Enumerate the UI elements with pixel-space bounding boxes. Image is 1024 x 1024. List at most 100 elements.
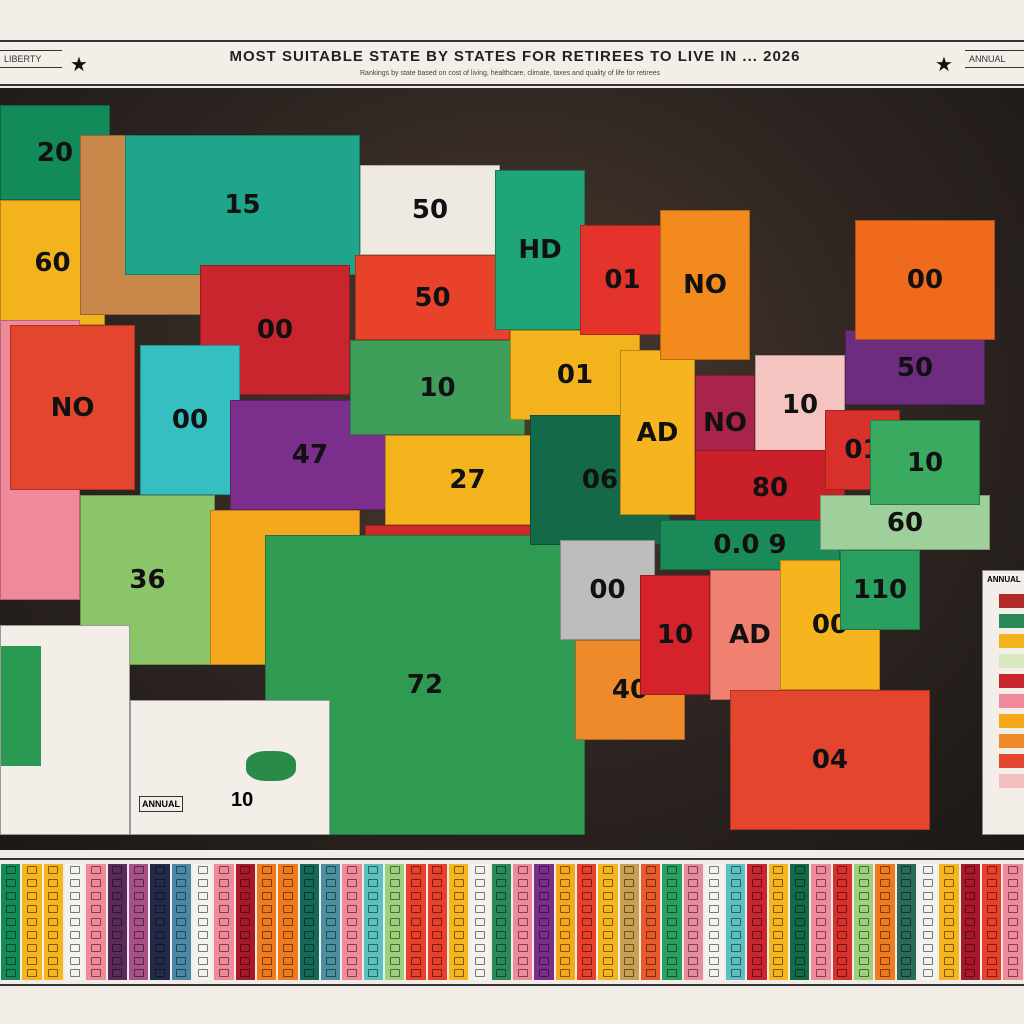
state-fl[interactable]: 04 bbox=[730, 690, 930, 830]
state-rank-label: 50 bbox=[414, 282, 451, 313]
box-icon bbox=[90, 866, 101, 875]
box-icon bbox=[453, 930, 464, 939]
box-icon bbox=[346, 879, 357, 888]
state-pa[interactable]: 50 bbox=[845, 330, 985, 405]
state-sc[interactable]: 110 bbox=[840, 550, 920, 630]
box-icon bbox=[5, 943, 16, 952]
box-icon bbox=[368, 866, 379, 875]
state-wi[interactable]: 01 bbox=[580, 225, 665, 335]
strip-column bbox=[43, 864, 63, 980]
box-icon bbox=[517, 917, 528, 926]
box-icon bbox=[1008, 905, 1019, 914]
box-icon bbox=[154, 956, 165, 965]
box-icon bbox=[602, 905, 613, 914]
box-icon bbox=[389, 905, 400, 914]
alaska-shape bbox=[1, 646, 41, 766]
box-icon bbox=[688, 943, 699, 952]
box-icon bbox=[880, 917, 891, 926]
state-mt[interactable]: 15 bbox=[125, 135, 360, 275]
box-icon bbox=[965, 905, 976, 914]
state-ms[interactable]: 10 bbox=[640, 575, 710, 695]
box-icon bbox=[26, 879, 37, 888]
box-icon bbox=[944, 969, 955, 978]
box-icon bbox=[90, 905, 101, 914]
state-mn[interactable]: HD bbox=[495, 170, 585, 330]
box-icon bbox=[666, 879, 677, 888]
map-title: MOST SUITABLE STATE BY STATES FOR RETIRE… bbox=[229, 48, 801, 65]
box-icon bbox=[69, 892, 80, 901]
box-icon bbox=[965, 943, 976, 952]
state-ar[interactable]: 00 bbox=[560, 540, 655, 640]
box-icon bbox=[410, 866, 421, 875]
box-icon bbox=[218, 866, 229, 875]
box-icon bbox=[197, 969, 208, 978]
star-icon: ★ bbox=[935, 54, 953, 76]
box-icon bbox=[816, 879, 827, 888]
box-icon bbox=[133, 905, 144, 914]
box-icon bbox=[90, 943, 101, 952]
legend: ANNUAL bbox=[982, 570, 1024, 835]
box-icon bbox=[304, 969, 315, 978]
box-icon bbox=[517, 892, 528, 901]
box-icon bbox=[773, 866, 784, 875]
box-icon bbox=[858, 930, 869, 939]
box-icon bbox=[282, 892, 293, 901]
strip-column bbox=[704, 864, 725, 980]
box-icon bbox=[688, 956, 699, 965]
strip-column bbox=[640, 864, 661, 980]
box-icon bbox=[730, 917, 741, 926]
box-icon bbox=[261, 917, 272, 926]
box-icon bbox=[368, 930, 379, 939]
state-mi[interactable]: NO bbox=[660, 210, 750, 360]
box-icon bbox=[837, 943, 848, 952]
box-icon bbox=[48, 956, 59, 965]
box-icon bbox=[560, 879, 571, 888]
box-icon bbox=[1008, 956, 1019, 965]
box-icon bbox=[432, 917, 443, 926]
hawaii-inset: ANNUAL 10 bbox=[130, 700, 330, 835]
state-nv[interactable]: NO bbox=[10, 325, 135, 490]
box-icon bbox=[602, 943, 613, 952]
box-icon bbox=[496, 930, 507, 939]
state-ia[interactable]: 01 bbox=[510, 330, 640, 420]
box-icon bbox=[26, 905, 37, 914]
box-icon bbox=[69, 879, 80, 888]
box-icon bbox=[474, 866, 485, 875]
box-icon bbox=[880, 956, 891, 965]
box-icon bbox=[901, 943, 912, 952]
state-al[interactable]: AD bbox=[710, 570, 790, 700]
strip-column bbox=[192, 864, 213, 980]
state-rank-label: 27 bbox=[449, 465, 486, 495]
state-ks[interactable]: 27 bbox=[385, 435, 550, 525]
box-icon bbox=[837, 905, 848, 914]
box-icon bbox=[496, 879, 507, 888]
box-icon bbox=[261, 943, 272, 952]
box-icon bbox=[176, 943, 187, 952]
box-icon bbox=[389, 892, 400, 901]
state-ny[interactable]: 00 bbox=[855, 220, 995, 340]
box-icon bbox=[944, 917, 955, 926]
state-ne[interactable]: 10 bbox=[350, 340, 525, 435]
box-icon bbox=[496, 917, 507, 926]
box-icon bbox=[645, 969, 656, 978]
legend-swatch bbox=[999, 654, 1024, 668]
box-icon bbox=[538, 943, 549, 952]
box-icon bbox=[730, 956, 741, 965]
box-icon bbox=[112, 956, 123, 965]
box-icon bbox=[26, 892, 37, 901]
box-icon bbox=[368, 956, 379, 965]
state-va[interactable]: 10 bbox=[870, 420, 980, 505]
box-icon bbox=[5, 930, 16, 939]
state-rank-label: 04 bbox=[811, 745, 849, 775]
box-icon bbox=[773, 892, 784, 901]
strip-column bbox=[299, 864, 319, 980]
strip-column bbox=[939, 864, 959, 980]
state-nd[interactable]: 50 bbox=[360, 165, 500, 255]
box-icon bbox=[453, 892, 464, 901]
state-ut[interactable]: 00 bbox=[140, 345, 240, 495]
state-il[interactable]: AD bbox=[620, 350, 695, 515]
box-icon bbox=[389, 917, 400, 926]
state-sd[interactable]: 50 bbox=[355, 255, 510, 340]
title-banner: LIBERTY ★ MOST SUITABLE STATE BY STATES … bbox=[0, 40, 1024, 86]
state-rank-label: NO bbox=[683, 270, 727, 300]
